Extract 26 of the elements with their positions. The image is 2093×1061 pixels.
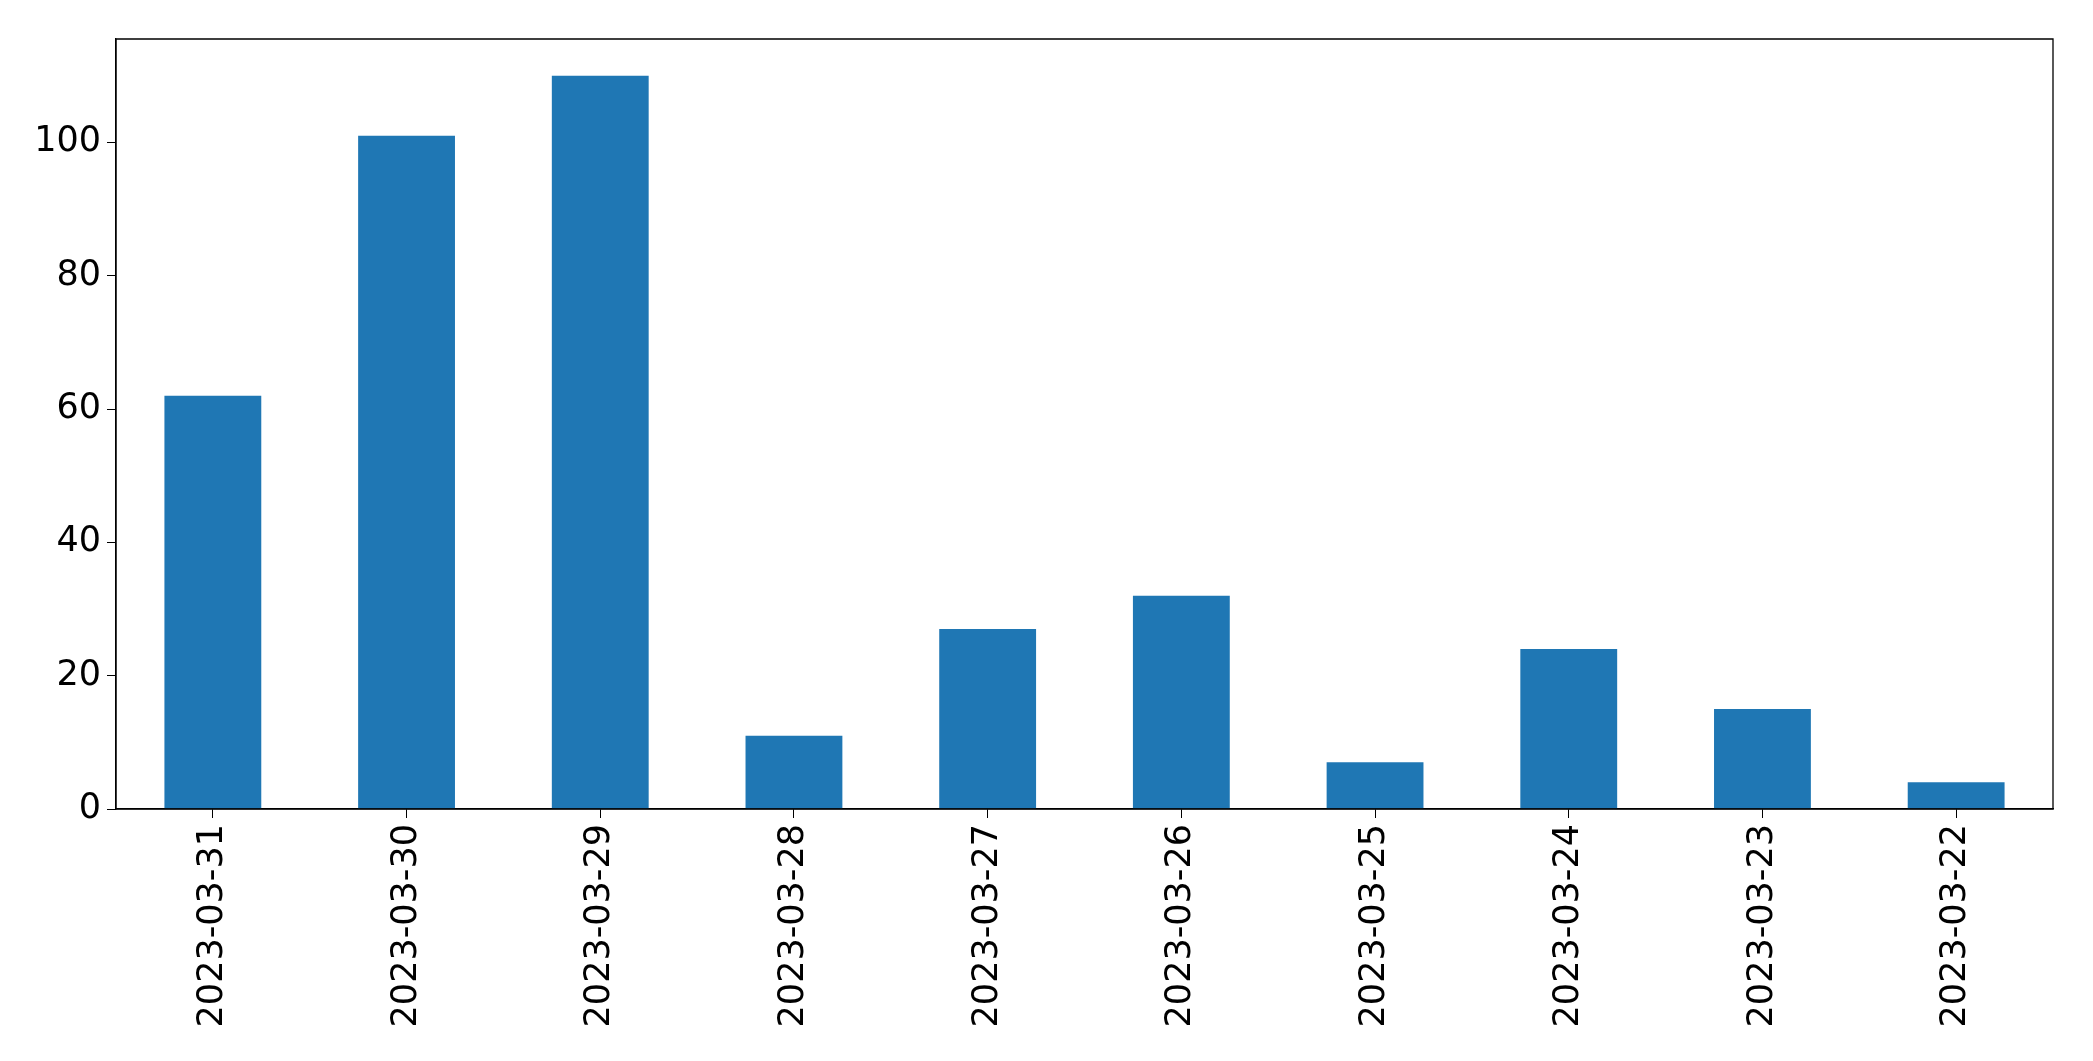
y-tick-label: 40 <box>56 519 101 560</box>
bar <box>1714 709 1811 809</box>
x-tick-label: 2023-03-26 <box>1158 824 1199 1028</box>
y-tick-label: 20 <box>56 652 101 693</box>
y-tick-label: 80 <box>56 252 101 293</box>
bar <box>1132 595 1230 809</box>
x-tick-label: 2023-03-29 <box>577 824 618 1028</box>
bar <box>551 75 649 809</box>
y-tick-label: 0 <box>78 786 101 827</box>
y-tick-label: 60 <box>56 386 101 427</box>
x-tick-label: 2023-03-30 <box>383 824 424 1028</box>
bar <box>939 629 1037 809</box>
x-tick-label: 2023-03-24 <box>1545 824 1586 1028</box>
x-tick-label: 2023-03-23 <box>1739 824 1780 1028</box>
bar <box>164 395 262 809</box>
x-tick-label: 2023-03-31 <box>189 824 230 1028</box>
y-tick-label: 100 <box>34 119 101 160</box>
bar <box>1326 762 1424 809</box>
x-tick-label: 2023-03-27 <box>964 824 1005 1028</box>
x-tick-label: 2023-03-25 <box>1352 824 1393 1028</box>
bar <box>1907 782 2005 809</box>
x-tick-label: 2023-03-22 <box>1933 824 1974 1028</box>
bar <box>1520 649 1618 809</box>
bar <box>358 135 455 809</box>
x-tick-label: 2023-03-28 <box>771 824 812 1028</box>
bar <box>745 735 843 809</box>
